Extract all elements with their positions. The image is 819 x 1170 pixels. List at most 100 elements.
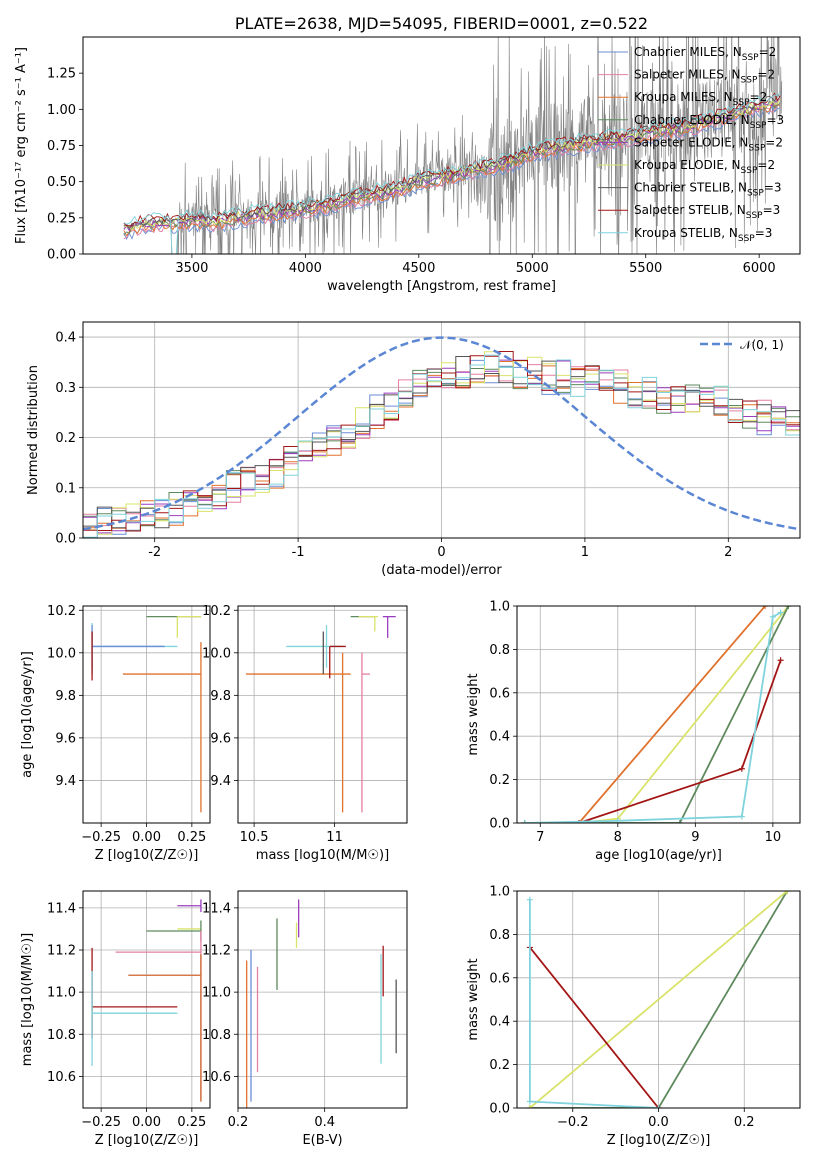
x-tick-label: 2 [724,545,732,560]
legend-sub: SSP [733,98,750,108]
y-axis-label: age [log10(age/yr)] [20,651,35,778]
weight-line-0 [529,891,788,1108]
x-tick-label: -1 [292,545,305,560]
weight-marker [521,820,528,823]
panel-age-vs-mass: 10.5 11 9.4 9.6 9.8 10.0 10.2 mass [log10(M/M☉)… [202,604,408,863]
y-tick-label: 0.8 [489,928,510,943]
axes-frame [237,605,408,824]
x-axis-label: Z [log10(Z/Z☉)] [95,848,199,863]
axes-frame [516,890,801,1109]
legend-sub: SSP [747,189,764,199]
y-tick-label: 0.50 [47,175,76,190]
legend-label: Chabrier MILES, N [634,45,742,59]
weight-marker [676,820,683,823]
x-tick-label: -2 [148,545,161,560]
chart-title: PLATE=2638, MJD=54095, FIBERID=0001, z=0… [235,14,648,33]
data-spectrum-line [123,37,783,254]
legend-tail: =2 [750,90,768,104]
y-tick-label: 9.4 [55,774,76,789]
weight-line-0 [524,606,766,823]
x-tick-label: 9 [691,830,699,845]
y-tick-label: 11.0 [202,986,231,1001]
x-tick-label: 0.25 [177,830,206,845]
plot-area-mass-vs-Z [91,899,202,1102]
y-tick-label: 0.00 [47,248,76,263]
legend-tail: =2 [757,68,775,82]
y-tick-label: 1.25 [47,67,76,82]
panel-mass-weight-vs-age: 7 8 9 10 0.0 0.2 0.4 0.6 0.8 1.0 mass weight age [l… [466,600,801,863]
histogram-4 [83,359,800,534]
weight-line-1 [524,606,790,823]
plot-area-residuals [83,336,800,538]
y-tick-label: 0.6 [489,686,510,701]
y-tick-label: 0.4 [55,331,76,346]
x-tick-label: 4500 [402,261,435,276]
panel-age-vs-Z: −0.25 0.00 0.25 9.4 9.6 9.8 10.0 10.2 age [log10… [20,604,211,863]
legend-sub: SSP [741,166,758,176]
legend-sub: SSP [748,143,765,153]
y-tick-label: 0.8 [489,643,510,658]
y-tick-label: 10.8 [47,1028,76,1043]
y-tick-label: 9.8 [210,689,231,704]
weight-line-3 [529,899,659,1108]
weight-marker [526,1098,533,1105]
legend-gaussian: 𝒩(0, 1) [740,338,784,352]
legend-tail: =3 [763,203,781,217]
panel-spectrum: 3500 4000 4500 5000 5500 6000 0.00 0.25 0.50 0.75… [14,14,801,294]
y-tick-label: 0.2 [55,431,76,446]
legend-entry: Kroupa STELIB, NSSP=3 [634,226,772,244]
y-tick-label: 0.3 [55,381,76,396]
panel-residuals: -2 -1 0 1 2 0.0 0.1 0.2 0.3 0.4 𝒩(0, 1) Normed dist… [26,321,801,578]
axes-frame [82,605,211,824]
legend-entry: Salpeter STELIB, NSSP=3 [634,203,780,221]
x-axis-label: mass [log10(M/M☉)] [256,848,389,863]
x-tick-label: −0.2 [557,1115,589,1130]
y-tick-label: 0.4 [489,730,510,745]
y-tick-label: 10.2 [47,604,76,619]
weight-line-1 [529,891,788,1108]
y-tick-label: 9.6 [210,731,231,746]
legend-entry: Kroupa MILES, NSSP=2 [634,90,767,108]
weight-marker [762,606,769,609]
x-tick-label: 3500 [175,261,208,276]
y-axis-label: mass weight [466,958,481,1040]
model-line-7 [123,92,781,227]
model-line-6 [123,94,781,230]
weight-line-2 [524,606,790,823]
y-axis-label: Normed distribution [26,365,41,495]
y-tick-label: 10.6 [47,1070,76,1085]
weight-marker [777,657,784,664]
axes-frame [516,605,801,824]
y-tick-label: 10.0 [202,646,231,661]
legend-entry: Kroupa ELODIE, NSSP=2 [634,158,775,176]
plot-area-mass-weight-vs-age [521,606,792,823]
x-tick-label: −0.25 [81,830,121,845]
model-line-3 [123,101,781,236]
legend-sub: SSP [741,76,758,86]
x-tick-label: 0.2 [734,1115,755,1130]
legend-tail: =2 [765,135,783,149]
weight-marker [777,609,784,616]
legend-sub: SSP [750,121,767,131]
x-tick-label: 0.00 [132,1115,161,1130]
x-axis-label: age [log10(age/yr)] [595,848,722,863]
y-axis-label: mass weight [466,673,481,755]
weight-marker [738,765,745,772]
x-axis-label: E(B-V) [302,1133,342,1148]
x-tick-label: 10.5 [240,830,269,845]
legend-tail: =3 [755,226,773,240]
x-tick-label: 6000 [743,261,776,276]
panel-mass-vs-ebv: 0.2 0.4 10.6 10.8 11.0 11.2 11.4 E(B-V) [202,890,408,1148]
x-tick-label: 7 [536,830,544,845]
y-axis-label: mass [log10(M/M☉)] [20,933,35,1066]
plot-area-age-vs-mass [246,615,396,813]
y-tick-label: 11.2 [202,943,231,958]
legend-label: Kroupa STELIB, N [634,226,738,240]
legend-sub: SSP [742,53,759,63]
legend-sub: SSP [746,211,763,221]
weight-marker [526,896,533,903]
weight-marker [655,1105,662,1108]
legend-label: Chabrier STELIB, N [634,181,747,195]
x-tick-label: 0.2 [228,1115,249,1130]
x-tick-label: 0.00 [132,830,161,845]
